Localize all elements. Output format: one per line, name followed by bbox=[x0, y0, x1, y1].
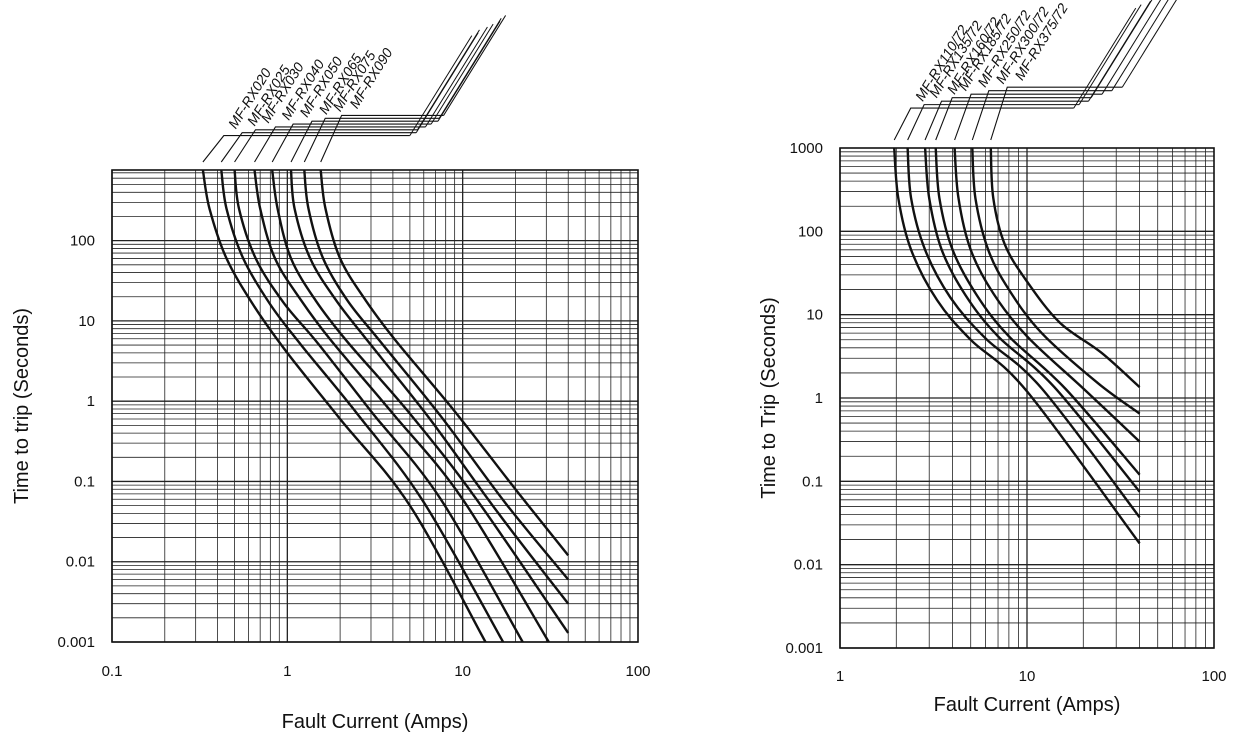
series-label-underline bbox=[425, 26, 488, 128]
x-tick-label: 0.1 bbox=[102, 663, 123, 680]
series-leader-line bbox=[303, 117, 440, 163]
y-axis-label: Time to trip (Seconds) bbox=[11, 308, 33, 504]
series-leader-line bbox=[220, 132, 417, 163]
series-leader-line bbox=[971, 90, 1112, 141]
series-leader-line bbox=[924, 100, 1089, 141]
series-leader-line bbox=[990, 86, 1123, 141]
y-tick-label: 0.001 bbox=[785, 640, 823, 657]
series-leader-line bbox=[893, 107, 1074, 141]
series-label-underline bbox=[430, 23, 494, 125]
y-tick-label: 10 bbox=[78, 313, 95, 330]
x-tick-label: 1 bbox=[836, 668, 844, 685]
series-leader-line bbox=[254, 126, 426, 163]
series-leader-line bbox=[202, 135, 410, 163]
series-label-underline bbox=[1121, 0, 1177, 88]
y-tick-label: 0.1 bbox=[74, 473, 95, 490]
series-leader-line bbox=[907, 104, 1080, 141]
series-curve bbox=[989, 147, 1141, 388]
y-tick-label: 100 bbox=[798, 223, 823, 240]
series-curve bbox=[271, 169, 570, 634]
series-leader-line bbox=[935, 97, 1092, 141]
grid bbox=[111, 170, 638, 643]
series-label-underline bbox=[1111, 0, 1169, 91]
y-tick-label: 1 bbox=[87, 393, 95, 410]
y-tick-label: 0.01 bbox=[66, 554, 95, 571]
x-tick-label: 100 bbox=[625, 663, 650, 680]
x-tick-label: 1 bbox=[283, 663, 291, 680]
x-axis-label: Fault Current (Amps) bbox=[282, 711, 469, 733]
series-label-underline bbox=[1078, 4, 1142, 105]
series-curve bbox=[289, 169, 570, 605]
x-axis-label: Fault Current (Amps) bbox=[934, 694, 1121, 716]
series-label-underline bbox=[1090, 0, 1153, 98]
series-curve bbox=[893, 147, 1141, 545]
series-leader-line bbox=[271, 123, 432, 163]
plot-frame bbox=[111, 169, 639, 643]
series-curve bbox=[220, 169, 505, 642]
y-axis-label: Time to Trip (Seconds) bbox=[758, 297, 780, 499]
series-label-underline bbox=[1073, 7, 1137, 109]
y-tick-label: 1 bbox=[815, 390, 823, 407]
grid bbox=[839, 148, 1214, 649]
chart-right: 1 10 100 0.001 0.01 0.1 1 10 100 1000 Fault Curren… bbox=[758, 0, 1227, 716]
x-tick-label: 10 bbox=[1019, 668, 1036, 685]
series-label-underline bbox=[417, 29, 480, 131]
series-curve bbox=[971, 147, 1141, 415]
series-curve bbox=[303, 169, 570, 581]
series-curve bbox=[319, 169, 570, 557]
series-curve bbox=[233, 169, 524, 642]
series-leader-line bbox=[290, 120, 438, 163]
y-tick-label: 0.1 bbox=[802, 473, 823, 490]
series-label-underline bbox=[438, 18, 502, 119]
x-tick-label: 10 bbox=[454, 663, 471, 680]
y-tick-label: 0.01 bbox=[794, 557, 823, 574]
series-label-underline bbox=[443, 15, 507, 116]
plot-frame bbox=[839, 147, 1215, 649]
y-tick-label: 100 bbox=[70, 233, 95, 250]
chart-left: 0.1 1 10 100 0.001 0.01 0.1 1 10 100 Fault Current… bbox=[11, 15, 651, 733]
y-tick-label: 1000 bbox=[790, 140, 823, 157]
series-curve bbox=[201, 169, 487, 642]
y-tick-label: 10 bbox=[806, 307, 823, 324]
series-label-underline bbox=[409, 35, 473, 136]
series-curve bbox=[934, 147, 1141, 476]
series-leader-line bbox=[954, 93, 1103, 141]
series-curve bbox=[906, 147, 1141, 519]
x-tick-label: 100 bbox=[1201, 668, 1226, 685]
y-tick-label: 0.001 bbox=[57, 634, 95, 651]
series-leader-line bbox=[234, 129, 418, 163]
series-curve bbox=[923, 147, 1141, 493]
series-curve bbox=[953, 147, 1141, 443]
series-label-underline bbox=[1101, 0, 1162, 95]
series-curve bbox=[253, 169, 550, 642]
series-leader-line bbox=[320, 114, 444, 163]
